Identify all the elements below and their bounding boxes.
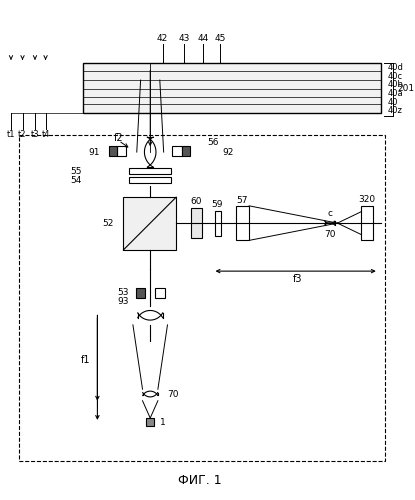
Text: c: c	[327, 209, 332, 218]
Text: 201: 201	[397, 84, 414, 93]
Text: 40c: 40c	[387, 72, 403, 80]
Text: f2: f2	[114, 132, 123, 142]
Text: 1: 1	[160, 418, 166, 428]
Text: 44: 44	[198, 34, 209, 43]
Bar	[117, 146, 126, 156]
Text: 70: 70	[324, 230, 335, 239]
Text: f1: f1	[81, 356, 91, 366]
Text: 93: 93	[117, 298, 129, 306]
Text: 40: 40	[387, 98, 398, 106]
Bar	[83, 63, 381, 112]
Bar	[172, 146, 182, 156]
Text: t2: t2	[18, 130, 27, 140]
Text: 92: 92	[222, 148, 234, 156]
Text: 70: 70	[168, 390, 179, 398]
Bar	[136, 288, 145, 298]
Bar	[236, 206, 249, 240]
Text: t4: t4	[42, 130, 50, 140]
Text: 57: 57	[237, 196, 248, 204]
Bar	[155, 288, 165, 298]
Text: t1: t1	[7, 130, 15, 140]
Text: f3: f3	[292, 274, 302, 284]
Text: 60: 60	[190, 198, 202, 206]
Text: 59: 59	[212, 200, 223, 209]
Text: 55: 55	[71, 167, 82, 176]
Bar	[215, 210, 221, 236]
Text: 40b: 40b	[387, 80, 403, 90]
Bar	[123, 197, 176, 250]
Text: 42: 42	[157, 34, 168, 43]
Text: 52: 52	[103, 218, 114, 228]
Text: 43: 43	[178, 34, 190, 43]
Bar	[109, 146, 117, 156]
Text: 56: 56	[207, 138, 218, 147]
Bar	[19, 135, 386, 461]
Text: 40z: 40z	[387, 106, 402, 116]
Text: ФИГ. 1: ФИГ. 1	[178, 474, 222, 487]
Text: 45: 45	[215, 34, 226, 43]
Bar	[190, 208, 202, 238]
Text: t3: t3	[31, 130, 39, 140]
Bar	[129, 177, 171, 183]
Text: 91: 91	[89, 148, 100, 156]
Bar	[146, 418, 154, 426]
Bar	[361, 206, 373, 240]
Text: 53: 53	[117, 288, 129, 296]
Text: 54: 54	[71, 176, 82, 186]
Bar	[182, 146, 190, 156]
Text: 40a: 40a	[387, 89, 403, 98]
Bar	[129, 168, 171, 174]
Text: 320: 320	[359, 194, 376, 203]
Text: 40d: 40d	[387, 63, 403, 72]
